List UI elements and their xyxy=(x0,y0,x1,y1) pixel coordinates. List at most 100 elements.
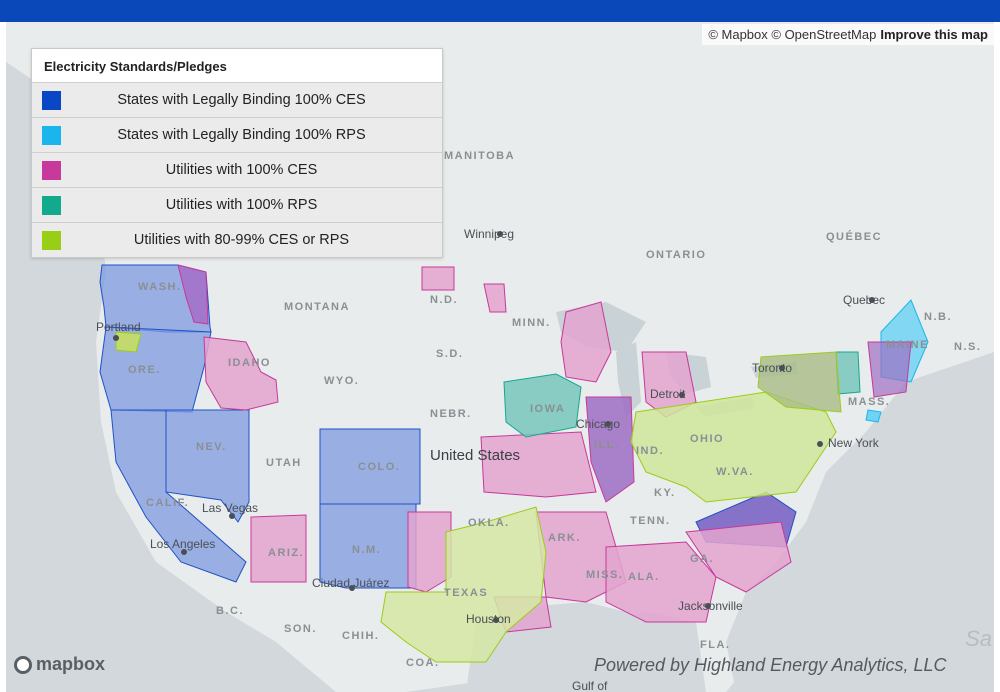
city-dot-winnipeg xyxy=(497,231,503,237)
label-tenn: TENN. xyxy=(630,515,671,527)
legend-swatch xyxy=(42,230,61,250)
improve-map-link[interactable]: Improve this map xyxy=(880,27,988,42)
city-dot-ciudad-juarez xyxy=(349,585,355,591)
city-dot-houston xyxy=(493,617,499,623)
legend-label: Utilities with 100% CES xyxy=(165,162,318,178)
region-vermont-utility xyxy=(835,351,861,395)
label-ga: GA. xyxy=(690,553,714,565)
region-portland-utility xyxy=(115,331,142,353)
label-fla: FLA. xyxy=(700,639,730,651)
label-colo: COLO. xyxy=(358,461,400,473)
city-dot-jacksonville xyxy=(705,603,711,609)
label-ns: N.S. xyxy=(954,341,981,353)
label-mass: MASS. xyxy=(848,396,890,408)
region-georgia-sc-utility xyxy=(685,521,792,593)
region-arizona-utility xyxy=(250,514,307,583)
mapbox-logo-text: mapbox xyxy=(36,654,106,674)
legend-item-partial-utilities: Utilities with 80-99% CES or RPS xyxy=(32,222,442,257)
city-dot-new-york xyxy=(817,441,823,447)
region-missouri-kansas-utility xyxy=(480,431,597,498)
credit-text: Powered by Highland Energy Analytics, LL… xyxy=(594,655,947,675)
label-manitoba: MANITOBA xyxy=(444,150,515,162)
label-calif: CALIF. xyxy=(146,497,189,509)
map-attribution: © Mapbox © OpenStreetMap Improve this map xyxy=(702,24,994,45)
map-legend: Electricity Standards/Pledges States wit… xyxy=(31,48,443,258)
label-nm: N.M. xyxy=(352,544,381,556)
label-houston: Houston xyxy=(466,612,511,626)
label-ill: ILL. xyxy=(594,439,620,451)
label-wash: WASH. xyxy=(138,281,182,293)
label-chih: CHIH. xyxy=(342,630,379,642)
label-gulf: Gulf of xyxy=(572,679,608,692)
city-dot-toronto xyxy=(779,365,785,371)
region-texas-utility xyxy=(380,506,547,663)
label-portland: Portland xyxy=(96,320,141,334)
legend-item-ces-states: States with Legally Binding 100% CES xyxy=(32,82,442,117)
header-bar xyxy=(0,0,1000,22)
label-toronto: Toronto xyxy=(752,361,792,375)
label-ontario: ONTARIO xyxy=(646,249,706,261)
region-rhode-island xyxy=(865,409,882,423)
label-nebr: NEBR. xyxy=(430,408,472,420)
label-ore: ORE. xyxy=(128,364,161,376)
city-dot-las-vegas xyxy=(229,513,235,519)
label-los-angeles: Los Angeles xyxy=(150,537,215,551)
label-ala: ALA. xyxy=(628,571,660,583)
label-ariz: ARIZ. xyxy=(268,547,304,559)
region-idaho-utility xyxy=(203,336,279,411)
label-quebec-prov: QUÉBEC xyxy=(826,230,882,243)
label-minn: MINN. xyxy=(512,317,551,329)
city-dot-quebec xyxy=(869,297,875,303)
legend-label: States with Legally Binding 100% RPS xyxy=(117,127,366,143)
label-ohio: OHIO xyxy=(690,433,724,445)
attribution-copyright[interactable]: © Mapbox © OpenStreetMap xyxy=(708,27,877,42)
legend-swatch xyxy=(42,125,61,145)
label-nb: N.B. xyxy=(924,311,952,323)
region-new-hampshire-utility xyxy=(867,341,912,398)
label-quebec-city: Quebec xyxy=(843,293,885,307)
legend-item-rps-states: States with Legally Binding 100% RPS xyxy=(32,117,442,152)
legend-item-rps-utilities: Utilities with 100% RPS xyxy=(32,187,442,222)
region-illinois-utility xyxy=(585,396,635,503)
label-okla: OKLA. xyxy=(468,517,510,529)
legend-swatch xyxy=(42,90,61,110)
label-detroit: Detroit xyxy=(650,387,686,401)
legend-label: Utilities with 100% RPS xyxy=(165,197,318,213)
label-new-york: New York xyxy=(828,436,880,450)
legend-swatch xyxy=(42,195,61,215)
label-son: SON. xyxy=(284,623,317,635)
region-minnesota-utility xyxy=(560,301,612,383)
label-iowa: IOWA xyxy=(530,403,565,415)
region-alabama-utility xyxy=(605,541,717,623)
region-nd-utility xyxy=(421,266,455,291)
region-nd-utility-2 xyxy=(483,283,507,313)
city-dot-detroit xyxy=(679,392,685,398)
legend-label: Utilities with 80-99% CES or RPS xyxy=(133,232,350,248)
city-dot-chicago xyxy=(605,421,611,427)
region-nm-utility xyxy=(407,511,452,593)
region-colorado xyxy=(319,428,421,505)
label-sd: S.D. xyxy=(436,348,463,360)
legend-swatch xyxy=(42,160,61,180)
label-nd: N.D. xyxy=(430,294,458,306)
region-nevada xyxy=(165,409,250,523)
label-ind: IND. xyxy=(636,445,664,457)
city-dot-portland xyxy=(113,335,119,341)
legend-label: States with Legally Binding 100% CES xyxy=(117,92,366,108)
label-wva: W.VA. xyxy=(716,466,754,478)
label-ciudad-juarez: Ciudad Juárez xyxy=(312,576,389,590)
legend-item-ces-utilities: Utilities with 100% CES xyxy=(32,152,442,187)
label-bc: B.C. xyxy=(216,605,244,617)
label-chicago: Chicago xyxy=(576,417,620,431)
mapbox-logo[interactable]: mapbox xyxy=(14,654,105,675)
label-texas: TEXAS xyxy=(444,587,488,599)
atlantic-ocean xyxy=(726,352,994,692)
label-montana: MONTANA xyxy=(284,301,350,313)
label-ark: ARK. xyxy=(548,532,581,544)
label-united-states: United States xyxy=(430,447,520,464)
label-nev: NEV. xyxy=(196,441,227,453)
label-miss: MISS. xyxy=(586,569,623,581)
label-las-vegas: Las Vegas xyxy=(202,501,258,515)
label-utah: UTAH xyxy=(266,457,302,469)
